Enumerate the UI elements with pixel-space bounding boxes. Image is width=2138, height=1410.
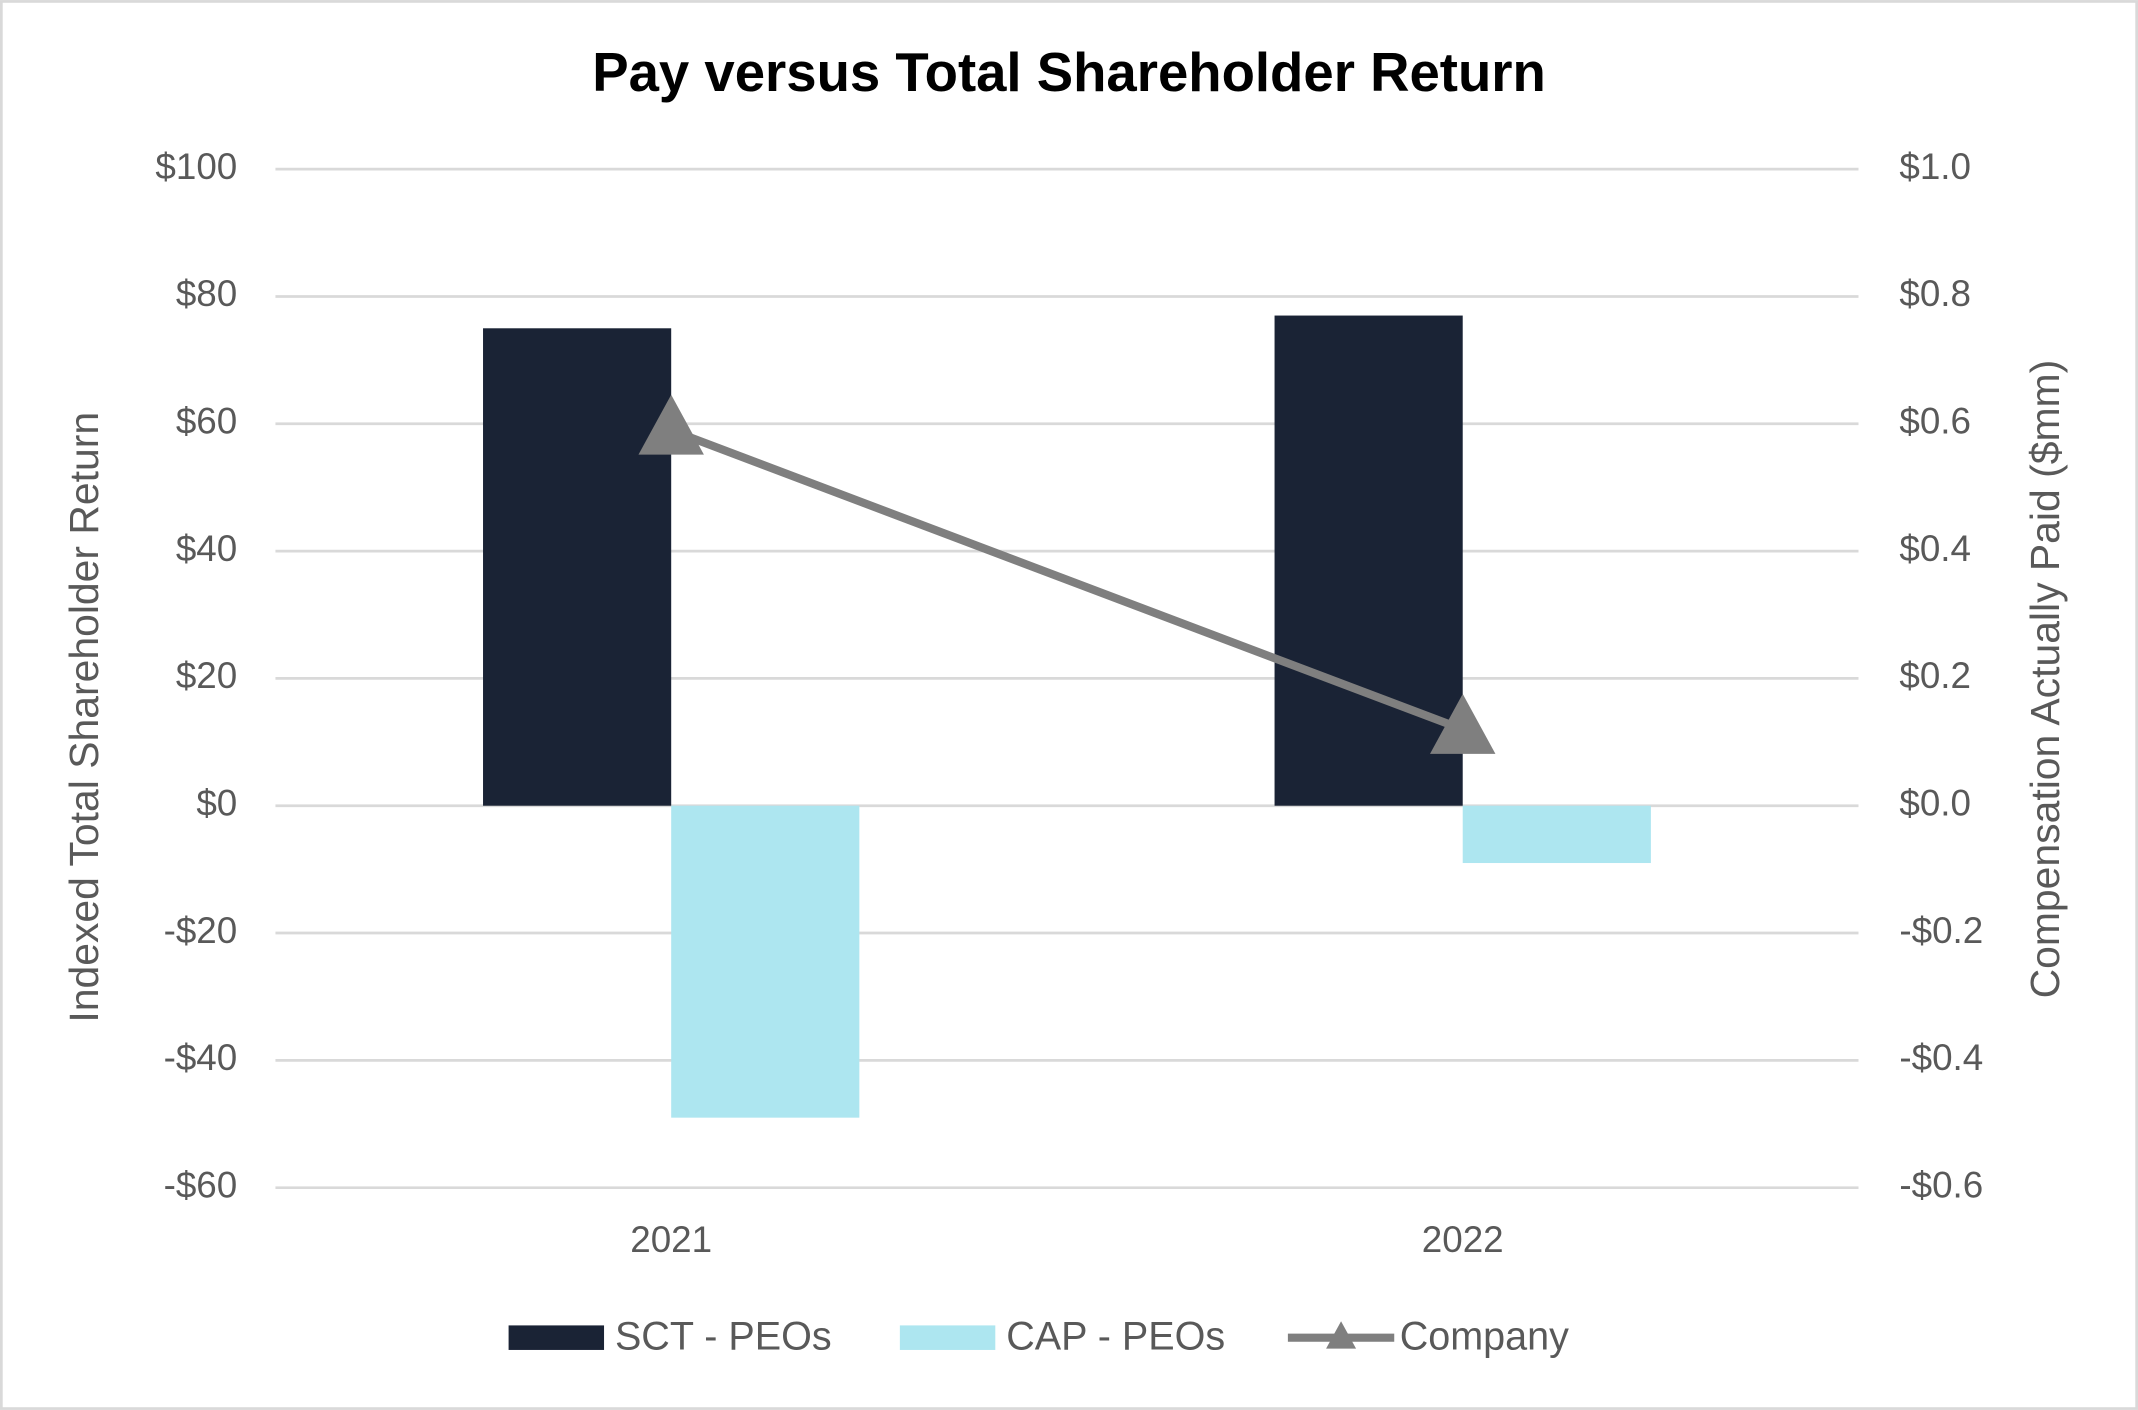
- y2-tick-label: -$0.6: [1899, 1164, 1983, 1205]
- legend-swatch: [508, 1325, 605, 1350]
- bar: [483, 328, 672, 806]
- y-tick-label: $20: [176, 655, 237, 696]
- y2-tick-label: $0.4: [1899, 528, 1971, 569]
- y-tick-label: -$20: [164, 910, 238, 951]
- y-tick-label: -$40: [164, 1037, 238, 1078]
- y2-tick-label: $1.0: [1899, 146, 1971, 187]
- y-tick-label: -$60: [164, 1164, 238, 1205]
- y-tick-label: $100: [155, 146, 237, 187]
- x-tick-label: 2021: [630, 1219, 712, 1260]
- line-marker: [1429, 693, 1496, 754]
- x-tick-label: 2022: [1422, 1219, 1504, 1260]
- legend-label: Company: [1400, 1314, 1569, 1358]
- line-marker: [638, 394, 704, 455]
- line: [669, 426, 1465, 734]
- bar: [1462, 805, 1651, 864]
- y-axis-title: Indexed Total Shareholder Return: [61, 412, 107, 1023]
- y2-tick-label: $0.6: [1899, 400, 1971, 441]
- y-tick-label: $40: [176, 528, 237, 569]
- y2-tick-label: -$0.2: [1899, 910, 1983, 951]
- legend-label: CAP - PEOs: [1006, 1314, 1225, 1358]
- y2-tick-label: $0.2: [1899, 655, 1971, 696]
- bar: [671, 805, 860, 1118]
- chart-title: Pay versus Total Shareholder Return: [592, 42, 1546, 103]
- legend-marker: [1326, 1321, 1357, 1349]
- y-tick-label: $60: [176, 400, 237, 441]
- y-tick-label: $80: [176, 273, 237, 314]
- y-tick-label: $0: [196, 782, 237, 823]
- y2-tick-label: -$0.4: [1899, 1037, 1983, 1078]
- y2-tick-label: $0.0: [1899, 782, 1971, 823]
- legend-label: SCT - PEOs: [615, 1314, 832, 1358]
- legend-swatch: [899, 1325, 996, 1350]
- bar: [1274, 315, 1463, 806]
- y2-tick-label: $0.8: [1899, 273, 1971, 314]
- y2-axis-title: Compensation Actually Paid ($mm): [2022, 360, 2068, 999]
